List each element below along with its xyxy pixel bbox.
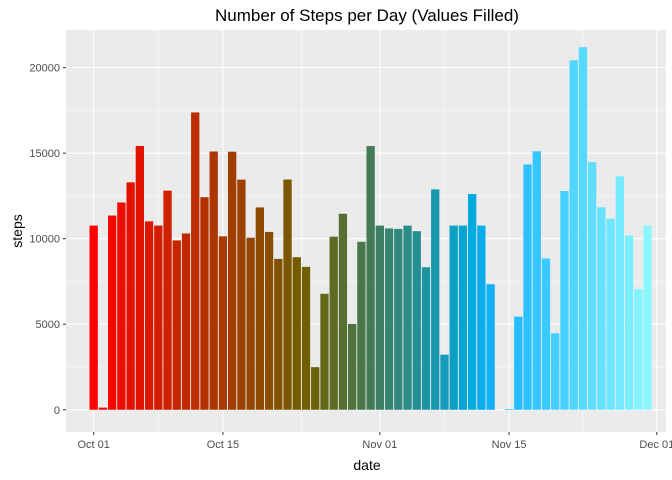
bar [615, 176, 624, 410]
x-axis: Oct 01 Oct 15 Nov 01 Nov 15 Dec 01 [77, 432, 672, 451]
bar [320, 293, 329, 410]
bar [200, 197, 209, 410]
bar [532, 151, 541, 410]
bar [458, 225, 468, 410]
bar [246, 237, 255, 410]
bar [89, 225, 98, 410]
bar [569, 60, 578, 410]
bar [468, 194, 477, 410]
bar [301, 266, 311, 410]
x-tick-label: Oct 01 [77, 439, 109, 451]
bar [578, 47, 588, 410]
bar [394, 228, 403, 410]
bar [440, 354, 449, 410]
bar [597, 207, 606, 410]
bar [237, 179, 246, 410]
bar [255, 207, 264, 410]
y-tick-label: 0 [54, 405, 60, 417]
bar [108, 215, 117, 410]
bar [135, 145, 144, 410]
bar [283, 179, 292, 410]
bar [126, 182, 135, 410]
bar [514, 316, 523, 410]
bar [191, 112, 200, 410]
y-tick-label: 10000 [29, 234, 60, 246]
chart-title: Number of Steps per Day (Values Filled) [215, 6, 519, 25]
bar [421, 267, 431, 410]
bar [98, 407, 108, 410]
bar [643, 225, 652, 410]
x-tick-label: Nov 15 [492, 439, 527, 451]
bar [357, 241, 366, 410]
bar [634, 289, 643, 410]
bar [228, 151, 237, 410]
y-tick-label: 20000 [29, 63, 60, 75]
x-axis-title: date [353, 457, 380, 473]
bar [348, 323, 357, 410]
bar [551, 333, 560, 410]
bar [541, 258, 551, 410]
y-tick-label: 5000 [36, 319, 60, 331]
bar [606, 218, 615, 410]
bar [412, 231, 421, 410]
bar [163, 190, 172, 410]
bar [375, 225, 384, 410]
y-axis: 0 5000 10000 15000 20000 [29, 63, 66, 417]
bar [338, 213, 348, 410]
bar [504, 409, 514, 410]
bar [403, 225, 412, 410]
bar [144, 221, 154, 410]
x-tick-label: Nov 01 [362, 439, 397, 451]
bar [624, 235, 634, 410]
bar [209, 151, 218, 410]
y-tick-label: 15000 [29, 148, 60, 160]
y-axis-title: steps [9, 214, 25, 247]
bar [274, 258, 283, 410]
bar [523, 164, 532, 410]
bar [384, 228, 394, 410]
bar [117, 202, 126, 410]
bar [292, 257, 301, 410]
bar [181, 233, 191, 410]
bar [486, 284, 495, 410]
bar [366, 146, 375, 410]
bar [431, 189, 440, 410]
bar [172, 240, 181, 410]
bar [154, 225, 163, 410]
bar [477, 225, 486, 410]
bar [449, 225, 458, 410]
x-tick-label: Oct 15 [207, 439, 239, 451]
x-tick-label: Dec 01 [639, 439, 672, 451]
bar [218, 236, 228, 410]
bar [311, 367, 320, 410]
bar [588, 162, 597, 410]
bar-series [89, 47, 652, 410]
bar [329, 236, 338, 410]
bar [264, 231, 274, 410]
bar [560, 191, 569, 410]
